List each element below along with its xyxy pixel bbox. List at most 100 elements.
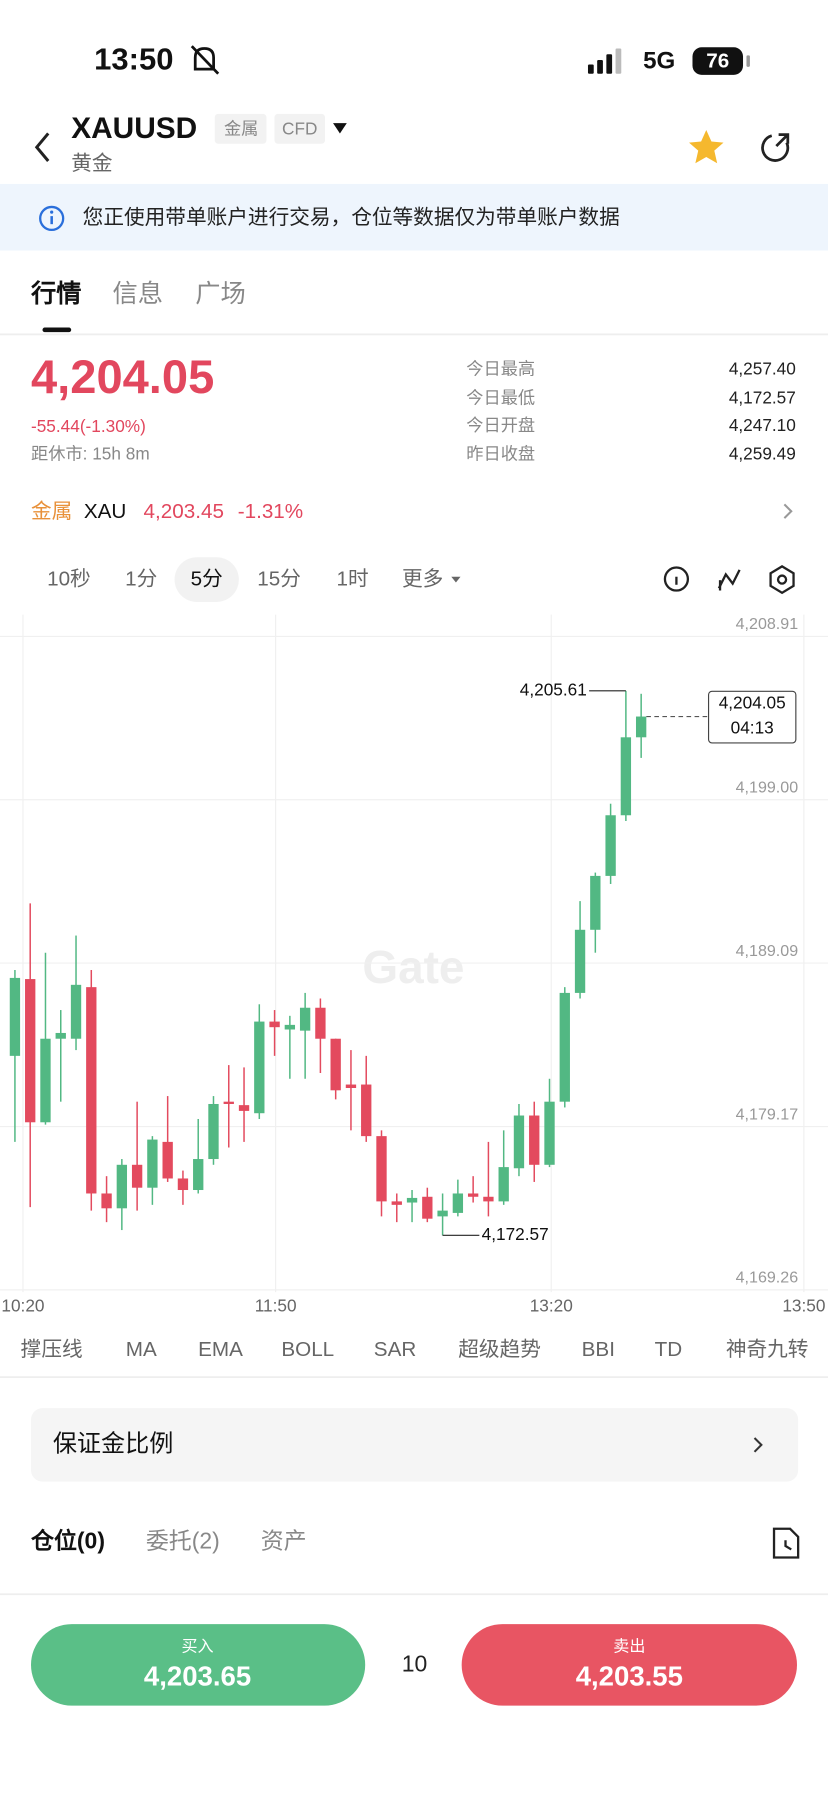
indicator[interactable]: 神奇九转 xyxy=(726,1338,809,1361)
interval[interactable]: 1时 xyxy=(336,568,368,591)
sell-button[interactable] xyxy=(461,1624,797,1706)
candle-body xyxy=(605,815,616,876)
high-label: 4,205.61 xyxy=(520,679,587,699)
history-button[interactable] xyxy=(772,1527,800,1559)
candle-body xyxy=(162,1141,173,1179)
low-label: 4,172.57 xyxy=(482,1224,549,1244)
price-change: -55.44(-1.30%) xyxy=(31,416,146,436)
buy-button[interactable] xyxy=(31,1624,366,1706)
candle-body xyxy=(55,1032,66,1039)
info-tool[interactable] xyxy=(663,566,690,592)
dropdown-arrow xyxy=(451,576,461,583)
underlying-symbol: XAU xyxy=(84,500,126,523)
battery-level: 76 xyxy=(706,50,729,73)
back-button[interactable] xyxy=(34,132,50,162)
indicator[interactable]: SAR xyxy=(374,1338,416,1361)
indicator[interactable]: 撑压线 xyxy=(21,1338,83,1361)
tag: CFD xyxy=(282,119,317,139)
tab[interactable]: 信息 xyxy=(113,280,164,308)
position-tab[interactable]: 仓位(0) xyxy=(30,1528,105,1554)
x-tick-label: 11:50 xyxy=(255,1296,297,1316)
indicator-tool[interactable] xyxy=(717,569,741,589)
indicator[interactable]: MA xyxy=(126,1338,157,1361)
indicator[interactable]: TD xyxy=(655,1338,683,1361)
candle-body xyxy=(254,1021,265,1114)
indicator[interactable]: BBI xyxy=(582,1338,615,1361)
candle-body xyxy=(86,987,97,1194)
symbol-dropdown[interactable] xyxy=(333,123,347,134)
chart-tools xyxy=(663,565,795,595)
indicator[interactable]: EMA xyxy=(198,1338,243,1361)
chevron[interactable] xyxy=(783,503,793,519)
quantity[interactable]: 10 xyxy=(402,1650,428,1676)
last-price-label: 4,204.05 xyxy=(719,692,786,712)
candle-body xyxy=(70,984,82,1039)
info-icon xyxy=(39,205,65,232)
interval-selected xyxy=(174,557,239,602)
y-tick-label: 4,199.00 xyxy=(736,779,799,797)
stat-label: 今日最高 xyxy=(466,359,535,379)
candle-body xyxy=(437,1210,448,1217)
candle-body xyxy=(131,1164,143,1188)
position-tab[interactable]: 资产 xyxy=(261,1528,307,1554)
interval[interactable]: 更多 xyxy=(402,568,443,591)
intervals: 10秒 1分 5分 15分 1时 更多 xyxy=(47,557,461,602)
candle-body xyxy=(544,1101,555,1165)
candle-body xyxy=(330,1038,341,1091)
tab[interactable]: 行情 xyxy=(30,279,81,308)
margin-ratio: 保证金比例 xyxy=(53,1430,174,1457)
tag: 金属 xyxy=(224,119,258,139)
position-tab[interactable]: 委托(2) xyxy=(146,1528,220,1554)
candle-body xyxy=(376,1136,387,1202)
info-icon xyxy=(50,210,54,214)
chevron xyxy=(753,1437,763,1453)
stat-label: 昨日收盘 xyxy=(466,444,535,464)
candle-body xyxy=(116,1164,128,1209)
x-tick-label: 13:50 xyxy=(782,1296,825,1316)
candle-body xyxy=(284,1024,296,1030)
favorite-button[interactable] xyxy=(689,129,724,164)
notice-text: 您正使用带单账户进行交易，仓位等数据仅为带单账户数据 xyxy=(83,206,620,229)
position-tabs: 仓位(0) 委托(2) 资产 xyxy=(30,1528,307,1554)
candle-body xyxy=(361,1084,372,1137)
share-button[interactable] xyxy=(761,133,790,162)
tab-indicator xyxy=(42,327,72,333)
stats: 今日最高 4,257.40 今日最低 4,172.57 今日开盘 4,247.10 昨日收盘… xyxy=(466,359,796,464)
candle-body xyxy=(25,979,36,1123)
underlying-price: 4,203.45 xyxy=(144,500,224,523)
interval[interactable]: 5分 xyxy=(191,568,223,591)
sell-price: 4,203.55 xyxy=(576,1660,683,1691)
candle-body xyxy=(101,1193,112,1209)
status-time: 13:50 xyxy=(94,41,173,76)
candle-body xyxy=(498,1167,509,1202)
indicator[interactable]: BOLL xyxy=(281,1338,334,1361)
candle-body xyxy=(223,1101,234,1104)
stat-label: 今日最低 xyxy=(466,387,535,407)
stat-value: 4,247.10 xyxy=(729,415,796,435)
x-tick-label: 13:20 xyxy=(530,1296,573,1316)
tab[interactable]: 广场 xyxy=(195,280,245,308)
candle-body xyxy=(269,1021,280,1028)
indicator[interactable]: 超级趋势 xyxy=(458,1338,541,1361)
buy-label: 买入 xyxy=(181,1637,213,1655)
sell-label: 卖出 xyxy=(613,1637,645,1655)
last-price-time: 04:13 xyxy=(731,718,774,738)
candle-body xyxy=(529,1115,540,1165)
underlying-category: 金属 xyxy=(31,500,72,523)
y-tick-label: 4,169.26 xyxy=(736,1269,799,1287)
candle-body xyxy=(635,716,647,738)
mute-icon xyxy=(190,45,220,75)
candle-body xyxy=(513,1115,525,1169)
candle-body xyxy=(422,1196,433,1219)
candle-body xyxy=(345,1084,357,1089)
battery-icon xyxy=(692,47,750,75)
last-price-box xyxy=(707,690,797,744)
interval[interactable]: 15分 xyxy=(257,568,301,591)
underlying-change: -1.31% xyxy=(238,500,303,523)
interval[interactable]: 1分 xyxy=(125,568,157,591)
settings-tool[interactable] xyxy=(769,565,795,595)
margin-card[interactable] xyxy=(31,1408,799,1482)
interval[interactable]: 10秒 xyxy=(47,568,91,591)
